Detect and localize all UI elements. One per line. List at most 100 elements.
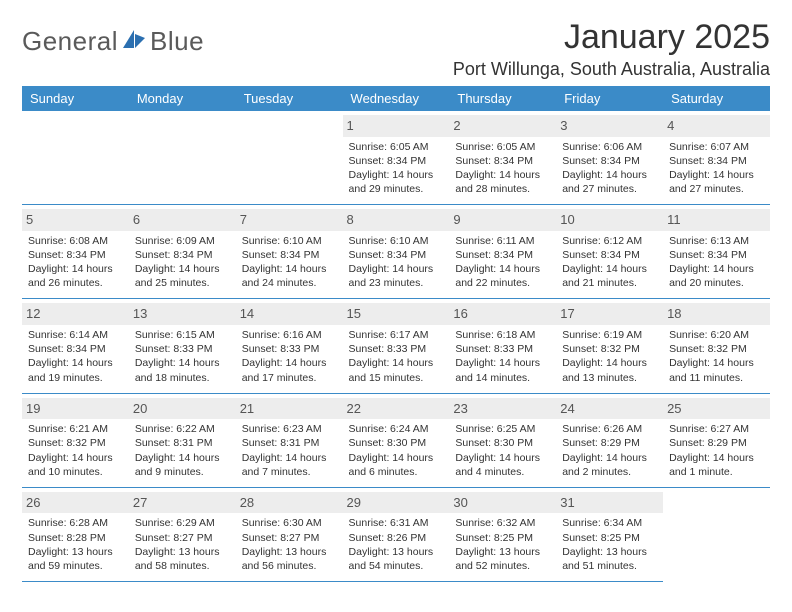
day-info: Sunrise: 6:13 AMSunset: 8:34 PMDaylight:… bbox=[669, 234, 764, 291]
day-number: 19 bbox=[22, 398, 129, 420]
day-info: Sunrise: 6:20 AMSunset: 8:32 PMDaylight:… bbox=[669, 328, 764, 385]
day-number: 10 bbox=[556, 209, 663, 231]
calendar-table: SundayMondayTuesdayWednesdayThursdayFrid… bbox=[22, 86, 770, 582]
day-number: 30 bbox=[449, 492, 556, 514]
empty-cell bbox=[236, 111, 343, 205]
day-info: Sunrise: 6:06 AMSunset: 8:34 PMDaylight:… bbox=[562, 140, 657, 197]
day-info: Sunrise: 6:25 AMSunset: 8:30 PMDaylight:… bbox=[455, 422, 550, 479]
day-cell: 19Sunrise: 6:21 AMSunset: 8:32 PMDayligh… bbox=[22, 393, 129, 487]
day-cell: 18 Sunrise: 6:20 AMSunset: 8:32 PMDayligh… bbox=[663, 299, 770, 393]
day-info: Sunrise: 6:10 AMSunset: 8:34 PMDaylight:… bbox=[242, 234, 337, 291]
day-number: 14 bbox=[236, 303, 343, 325]
logo-text-2: Blue bbox=[150, 26, 204, 57]
day-number: 9 bbox=[449, 209, 556, 231]
day-number: 11 bbox=[663, 209, 770, 231]
day-number: 24 bbox=[556, 398, 663, 420]
day-number: 3 bbox=[556, 115, 663, 137]
title-block: January 2025 Port Willunga, South Austra… bbox=[453, 18, 770, 80]
dow-header: Saturday bbox=[663, 86, 770, 111]
day-info: Sunrise: 6:30 AMSunset: 8:27 PMDaylight:… bbox=[242, 516, 337, 573]
day-cell: 26Sunrise: 6:28 AMSunset: 8:28 PMDayligh… bbox=[22, 487, 129, 581]
day-cell: 4 Sunrise: 6:07 AMSunset: 8:34 PMDaylight… bbox=[663, 111, 770, 205]
day-cell: 24Sunrise: 6:26 AMSunset: 8:29 PMDayligh… bbox=[556, 393, 663, 487]
empty-cell bbox=[22, 111, 129, 205]
day-cell: 21Sunrise: 6:23 AMSunset: 8:31 PMDayligh… bbox=[236, 393, 343, 487]
day-number: 31 bbox=[556, 492, 663, 514]
day-number: 7 bbox=[236, 209, 343, 231]
day-number: 16 bbox=[449, 303, 556, 325]
day-info: Sunrise: 6:09 AMSunset: 8:34 PMDaylight:… bbox=[135, 234, 230, 291]
day-number: 25 bbox=[663, 398, 770, 420]
calendar-row: 26Sunrise: 6:28 AMSunset: 8:28 PMDayligh… bbox=[22, 487, 770, 581]
logo: General Blue bbox=[22, 26, 204, 57]
day-info: Sunrise: 6:05 AMSunset: 8:34 PMDaylight:… bbox=[455, 140, 550, 197]
day-info: Sunrise: 6:05 AMSunset: 8:34 PMDaylight:… bbox=[349, 140, 444, 197]
day-info: Sunrise: 6:07 AMSunset: 8:34 PMDaylight:… bbox=[669, 140, 764, 197]
day-cell: 6 Sunrise: 6:09 AMSunset: 8:34 PMDaylight… bbox=[129, 205, 236, 299]
day-number: 1 bbox=[343, 115, 450, 137]
sail-icon bbox=[121, 28, 147, 55]
day-cell: 20Sunrise: 6:22 AMSunset: 8:31 PMDayligh… bbox=[129, 393, 236, 487]
calendar-row: 12 Sunrise: 6:14 AMSunset: 8:34 PMDayligh… bbox=[22, 299, 770, 393]
day-info: Sunrise: 6:28 AMSunset: 8:28 PMDaylight:… bbox=[28, 516, 123, 573]
day-info: Sunrise: 6:32 AMSunset: 8:25 PMDaylight:… bbox=[455, 516, 550, 573]
day-number: 15 bbox=[343, 303, 450, 325]
day-number: 26 bbox=[22, 492, 129, 514]
day-info: Sunrise: 6:31 AMSunset: 8:26 PMDaylight:… bbox=[349, 516, 444, 573]
day-number: 2 bbox=[449, 115, 556, 137]
day-info: Sunrise: 6:22 AMSunset: 8:31 PMDaylight:… bbox=[135, 422, 230, 479]
day-cell: 13 Sunrise: 6:15 AMSunset: 8:33 PMDayligh… bbox=[129, 299, 236, 393]
day-info: Sunrise: 6:26 AMSunset: 8:29 PMDaylight:… bbox=[562, 422, 657, 479]
calendar-row: 19Sunrise: 6:21 AMSunset: 8:32 PMDayligh… bbox=[22, 393, 770, 487]
day-info: Sunrise: 6:11 AMSunset: 8:34 PMDaylight:… bbox=[455, 234, 550, 291]
day-info: Sunrise: 6:29 AMSunset: 8:27 PMDaylight:… bbox=[135, 516, 230, 573]
day-cell: 8 Sunrise: 6:10 AMSunset: 8:34 PMDaylight… bbox=[343, 205, 450, 299]
day-info: Sunrise: 6:21 AMSunset: 8:32 PMDaylight:… bbox=[28, 422, 123, 479]
day-info: Sunrise: 6:24 AMSunset: 8:30 PMDaylight:… bbox=[349, 422, 444, 479]
day-number: 23 bbox=[449, 398, 556, 420]
dow-row: SundayMondayTuesdayWednesdayThursdayFrid… bbox=[22, 86, 770, 111]
day-cell: 22Sunrise: 6:24 AMSunset: 8:30 PMDayligh… bbox=[343, 393, 450, 487]
day-number: 8 bbox=[343, 209, 450, 231]
day-number: 4 bbox=[663, 115, 770, 137]
day-info: Sunrise: 6:18 AMSunset: 8:33 PMDaylight:… bbox=[455, 328, 550, 385]
day-number: 12 bbox=[22, 303, 129, 325]
day-cell: 11 Sunrise: 6:13 AMSunset: 8:34 PMDayligh… bbox=[663, 205, 770, 299]
day-cell: 31Sunrise: 6:34 AMSunset: 8:25 PMDayligh… bbox=[556, 487, 663, 581]
day-cell: 12 Sunrise: 6:14 AMSunset: 8:34 PMDayligh… bbox=[22, 299, 129, 393]
day-cell: 29Sunrise: 6:31 AMSunset: 8:26 PMDayligh… bbox=[343, 487, 450, 581]
dow-header: Wednesday bbox=[343, 86, 450, 111]
dow-header: Tuesday bbox=[236, 86, 343, 111]
day-info: Sunrise: 6:16 AMSunset: 8:33 PMDaylight:… bbox=[242, 328, 337, 385]
day-cell: 7 Sunrise: 6:10 AMSunset: 8:34 PMDaylight… bbox=[236, 205, 343, 299]
dow-header: Thursday bbox=[449, 86, 556, 111]
day-number: 13 bbox=[129, 303, 236, 325]
day-info: Sunrise: 6:15 AMSunset: 8:33 PMDaylight:… bbox=[135, 328, 230, 385]
day-cell: 16 Sunrise: 6:18 AMSunset: 8:33 PMDayligh… bbox=[449, 299, 556, 393]
calendar-body: 1Sunrise: 6:05 AMSunset: 8:34 PMDaylight… bbox=[22, 111, 770, 582]
day-cell: 28Sunrise: 6:30 AMSunset: 8:27 PMDayligh… bbox=[236, 487, 343, 581]
calendar-row: 5Sunrise: 6:08 AMSunset: 8:34 PMDaylight… bbox=[22, 205, 770, 299]
day-number: 6 bbox=[129, 209, 236, 231]
day-number: 5 bbox=[22, 209, 129, 231]
day-info: Sunrise: 6:14 AMSunset: 8:34 PMDaylight:… bbox=[28, 328, 123, 385]
day-number: 27 bbox=[129, 492, 236, 514]
day-info: Sunrise: 6:19 AMSunset: 8:32 PMDaylight:… bbox=[562, 328, 657, 385]
day-cell: 9 Sunrise: 6:11 AMSunset: 8:34 PMDaylight… bbox=[449, 205, 556, 299]
location: Port Willunga, South Australia, Australi… bbox=[453, 59, 770, 80]
day-info: Sunrise: 6:10 AMSunset: 8:34 PMDaylight:… bbox=[349, 234, 444, 291]
day-number: 18 bbox=[663, 303, 770, 325]
day-cell: 10Sunrise: 6:12 AMSunset: 8:34 PMDayligh… bbox=[556, 205, 663, 299]
header: General Blue January 2025 Port Willunga,… bbox=[22, 18, 770, 80]
day-cell: 14 Sunrise: 6:16 AMSunset: 8:33 PMDayligh… bbox=[236, 299, 343, 393]
day-cell: 23Sunrise: 6:25 AMSunset: 8:30 PMDayligh… bbox=[449, 393, 556, 487]
page-title: January 2025 bbox=[453, 18, 770, 57]
day-cell: 2 Sunrise: 6:05 AMSunset: 8:34 PMDaylight… bbox=[449, 111, 556, 205]
day-info: Sunrise: 6:27 AMSunset: 8:29 PMDaylight:… bbox=[669, 422, 764, 479]
day-info: Sunrise: 6:17 AMSunset: 8:33 PMDaylight:… bbox=[349, 328, 444, 385]
day-number: 17 bbox=[556, 303, 663, 325]
dow-header: Monday bbox=[129, 86, 236, 111]
day-cell: 15 Sunrise: 6:17 AMSunset: 8:33 PMDayligh… bbox=[343, 299, 450, 393]
day-number: 22 bbox=[343, 398, 450, 420]
day-number: 29 bbox=[343, 492, 450, 514]
